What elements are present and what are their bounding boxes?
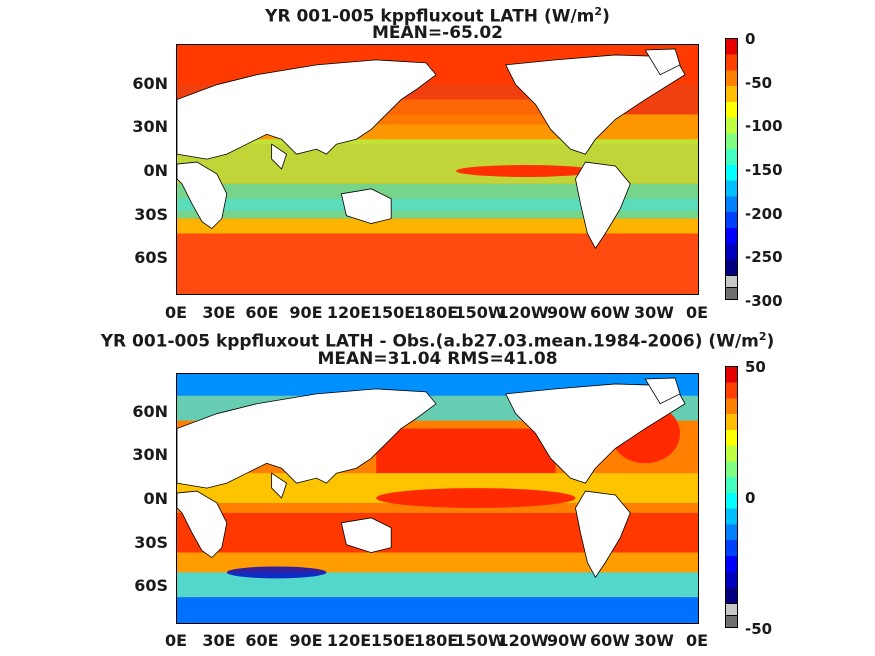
- bottom-colorbar-missing: [725, 616, 738, 628]
- bottom-map-stats: MEAN=31.04 RMS=41.08: [317, 349, 558, 369]
- top-india: [271, 143, 288, 170]
- top-eurasia: [177, 59, 437, 160]
- bottom-greenland: [644, 377, 681, 405]
- bottom-lon-tick: 30W: [634, 631, 674, 650]
- top-lon-tick: 150W: [454, 303, 506, 322]
- top-australia: [340, 188, 392, 224]
- bottom-lon-tick: 180E: [413, 631, 459, 650]
- bottom-map-plot: [177, 374, 698, 623]
- bottom-lon-tick: 30E: [202, 631, 236, 650]
- top-colorbar: [725, 38, 738, 276]
- top-sh-tropics-core: [177, 198, 698, 211]
- bottom-antarctic-band: [177, 597, 698, 623]
- bottom-lon-tick: 0E: [164, 631, 188, 650]
- top-lon-tick: 0E: [685, 303, 709, 322]
- bottom-lon-tick: 120E: [326, 631, 372, 650]
- top-cb-tick: -50: [745, 74, 773, 92]
- bottom-colorbar-under: [725, 604, 738, 616]
- bottom-n-pacific: [376, 428, 556, 474]
- bottom-lat-tick: 0N: [143, 489, 168, 508]
- top-lat-tick: 0N: [143, 161, 168, 180]
- bottom-blue-patch: [226, 566, 327, 579]
- top-greenland: [644, 48, 681, 76]
- top-map-plot: [177, 45, 698, 294]
- bottom-cb-tick: -50: [745, 620, 773, 638]
- top-lat-tick: 60N: [132, 74, 168, 93]
- top-colorbar-missing: [725, 288, 738, 300]
- bottom-india: [271, 472, 288, 499]
- top-lat-tick: 30S: [134, 205, 168, 224]
- bottom-equatorial-red: [376, 488, 576, 508]
- top-land: [177, 48, 686, 250]
- top-lon-tick: 90E: [289, 303, 323, 322]
- top-cb-tick: -150: [745, 161, 783, 179]
- bottom-land: [177, 377, 686, 579]
- top-map-panel: [176, 44, 699, 295]
- bottom-cb-tick: 50: [745, 358, 766, 376]
- bottom-lon-ticks: 0E 30E 60E 90E 120E 150E 180E 150W 120W …: [160, 632, 720, 652]
- top-lon-tick: 90W: [547, 303, 587, 322]
- top-lon-tick: 30E: [202, 303, 236, 322]
- top-lon-tick: 60E: [245, 303, 279, 322]
- bottom-eurasia: [177, 388, 437, 489]
- bottom-lon-tick: 90W: [547, 631, 587, 650]
- top-south-america: [575, 161, 631, 250]
- top-map-title: YR 001-005 kppfluxout LATH (W/m2): [265, 5, 610, 27]
- bottom-lon-tick: 60W: [590, 631, 630, 650]
- top-lon-tick: 180E: [413, 303, 459, 322]
- bottom-lat-tick: 60N: [132, 402, 168, 421]
- top-africa: [177, 161, 228, 230]
- bottom-map-title: YR 001-005 kppfluxout LATH - Obs.(a.b27.…: [100, 330, 775, 352]
- bottom-colorbar: [725, 366, 738, 604]
- top-lon-ticks: 0E 30E 60E 90E 120E 150E 180E 150W 120W …: [160, 304, 720, 324]
- top-colorbar-under: [725, 276, 738, 288]
- bottom-lon-tick: 150E: [370, 631, 416, 650]
- bottom-lat-tick: 30N: [132, 445, 168, 464]
- top-map-mean: MEAN=-65.02: [372, 23, 503, 43]
- top-lat-tick: 30N: [132, 117, 168, 136]
- top-lon-tick: 120E: [326, 303, 372, 322]
- top-lon-tick: 30W: [634, 303, 674, 322]
- bottom-lat-tick: 60S: [134, 576, 168, 595]
- top-lat-tick: 60S: [134, 248, 168, 267]
- top-southern-ocean: [177, 233, 698, 294]
- bottom-north-america: [505, 383, 686, 484]
- bottom-lon-tick: 60E: [245, 631, 279, 650]
- bottom-map-panel: [176, 373, 699, 624]
- top-cb-tick: -200: [745, 205, 783, 223]
- bottom-lon-tick: 90E: [289, 631, 323, 650]
- top-n-pacific: [376, 99, 566, 125]
- bottom-lon-tick: 150W: [454, 631, 506, 650]
- bottom-south-america: [575, 490, 631, 579]
- top-lon-tick: 120W: [497, 303, 549, 322]
- top-north-america: [505, 54, 686, 155]
- bottom-lon-tick: 120W: [497, 631, 549, 650]
- bottom-sh-midlat: [177, 552, 698, 573]
- bottom-cb-tick: 0: [745, 489, 756, 507]
- top-sh-subtropics: [177, 218, 698, 237]
- bottom-africa: [177, 490, 228, 559]
- bottom-lat-tick: 30S: [134, 533, 168, 552]
- top-cold-tongue: [455, 165, 596, 177]
- top-cb-tick: -100: [745, 117, 783, 135]
- top-cb-tick: 0: [745, 30, 756, 48]
- bottom-lon-tick: 0E: [685, 631, 709, 650]
- top-cb-tick: -250: [745, 248, 783, 266]
- top-cb-tick: -300: [745, 292, 783, 310]
- top-lon-tick: 0E: [164, 303, 188, 322]
- top-lon-tick: 150E: [370, 303, 416, 322]
- bottom-australia: [340, 517, 392, 553]
- top-lon-tick: 60W: [590, 303, 630, 322]
